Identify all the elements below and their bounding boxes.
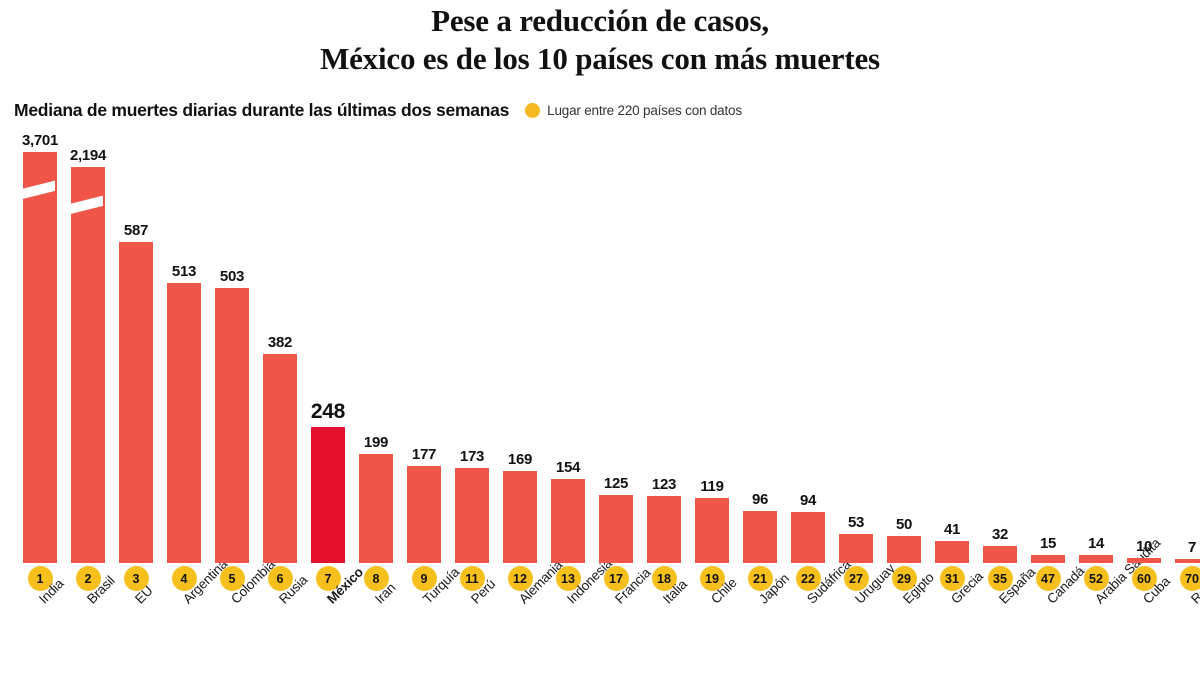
bar-value-label: 199 <box>363 434 389 452</box>
bar-value-label: 41 <box>943 520 961 538</box>
bar-highlighted[interactable] <box>311 427 345 563</box>
rank-badge[interactable]: 35 <box>987 566 1013 591</box>
bar-value-label: 53 <box>847 514 865 532</box>
rank-badge[interactable]: 7 <box>315 566 341 591</box>
title-line-1: Pese a reducción de casos, <box>431 3 769 38</box>
rank-badge[interactable]: 19 <box>699 566 725 591</box>
title-line-2: México es de los 10 países con más muert… <box>320 41 880 76</box>
bar-value-label: 503 <box>219 268 245 286</box>
rank-badge[interactable]: 8 <box>363 566 389 591</box>
chart-legend: Lugar entre 220 países con datos <box>525 103 742 118</box>
bar[interactable] <box>647 495 681 563</box>
rank-badge[interactable]: 5 <box>219 566 245 591</box>
bar-value-label: 587 <box>123 222 149 240</box>
legend-label: Lugar entre 220 países con datos <box>547 103 742 118</box>
rank-badge[interactable]: 27 <box>843 566 869 591</box>
legend-dot-icon <box>525 103 541 118</box>
bar-value-label: 15 <box>1039 534 1057 552</box>
subhead-row: Mediana de muertes diarias durante las ú… <box>14 100 742 121</box>
bar-value-label: 173 <box>459 448 485 466</box>
rank-badge[interactable]: 52 <box>1083 566 1109 591</box>
rank-badge[interactable]: 13 <box>555 566 581 591</box>
bar[interactable] <box>119 242 153 563</box>
bar-value-label: 7 <box>1187 539 1197 557</box>
bar-value-label: 119 <box>700 477 724 495</box>
rank-badge[interactable]: 60 <box>1131 566 1157 591</box>
bar[interactable] <box>1175 559 1200 563</box>
bar-value-label: 248 <box>310 400 346 424</box>
bar[interactable] <box>887 535 921 563</box>
bar[interactable] <box>695 497 729 563</box>
chart-subtitle: Mediana de muertes diarias durante las ú… <box>14 100 510 120</box>
bar-value-label: 96 <box>751 490 769 508</box>
rank-badge[interactable]: 21 <box>747 566 773 591</box>
bar[interactable] <box>551 478 585 563</box>
bar-value-label: 169 <box>507 450 533 468</box>
bar[interactable] <box>167 282 201 563</box>
bar[interactable] <box>359 454 393 563</box>
bar-value-label: 177 <box>411 446 437 464</box>
bar-value-label: 382 <box>267 334 293 352</box>
bar[interactable] <box>263 354 297 563</box>
rank-badge[interactable]: 31 <box>939 566 965 591</box>
bar[interactable] <box>455 468 489 563</box>
bar-value-label: 94 <box>799 491 817 509</box>
bar[interactable] <box>71 167 105 563</box>
bar[interactable] <box>1127 557 1161 563</box>
rank-badge[interactable]: 2 <box>75 566 101 591</box>
rank-badge[interactable]: 3 <box>123 566 149 591</box>
page-title: Pese a reducción de casos, México es de … <box>0 2 1200 78</box>
bar-value-label: 154 <box>555 458 581 476</box>
rank-badge[interactable]: 1 <box>27 566 53 591</box>
rank-badge[interactable]: 4 <box>171 566 197 591</box>
bar-value-label: 3,701 <box>21 132 59 149</box>
rank-badge[interactable]: 29 <box>891 566 917 591</box>
bar[interactable] <box>215 288 249 563</box>
bar-value-label: 513 <box>171 262 197 280</box>
bar[interactable] <box>599 494 633 563</box>
bar[interactable] <box>407 466 441 563</box>
rank-badge[interactable]: 18 <box>651 566 677 591</box>
rank-badge[interactable]: 70 <box>1179 566 1200 591</box>
bar-value-label: 2,194 <box>69 147 107 164</box>
bar[interactable] <box>1079 555 1113 563</box>
rank-badge[interactable]: 11 <box>459 566 485 591</box>
rank-badge[interactable]: 12 <box>507 566 533 591</box>
bar-value-label: 50 <box>895 515 913 533</box>
bar[interactable] <box>743 510 777 563</box>
rank-badge[interactable]: 22 <box>795 566 821 591</box>
bar-value-label: 123 <box>651 475 677 493</box>
bar[interactable] <box>983 545 1017 563</box>
bar[interactable] <box>1031 554 1065 563</box>
bar[interactable] <box>935 540 969 563</box>
bar[interactable] <box>791 511 825 563</box>
rank-badge[interactable]: 47 <box>1035 566 1061 591</box>
bar[interactable] <box>839 534 873 563</box>
rank-badge[interactable]: 6 <box>267 566 293 591</box>
rank-badge[interactable]: 9 <box>411 566 437 591</box>
bar-value-label: 125 <box>603 474 629 492</box>
bar[interactable] <box>23 152 57 563</box>
bar-value-label: 32 <box>991 525 1009 543</box>
bar-value-label: 14 <box>1087 535 1105 553</box>
rank-badge[interactable]: 17 <box>603 566 629 591</box>
bar[interactable] <box>503 470 537 563</box>
bar-value-label: 10 <box>1135 537 1153 555</box>
